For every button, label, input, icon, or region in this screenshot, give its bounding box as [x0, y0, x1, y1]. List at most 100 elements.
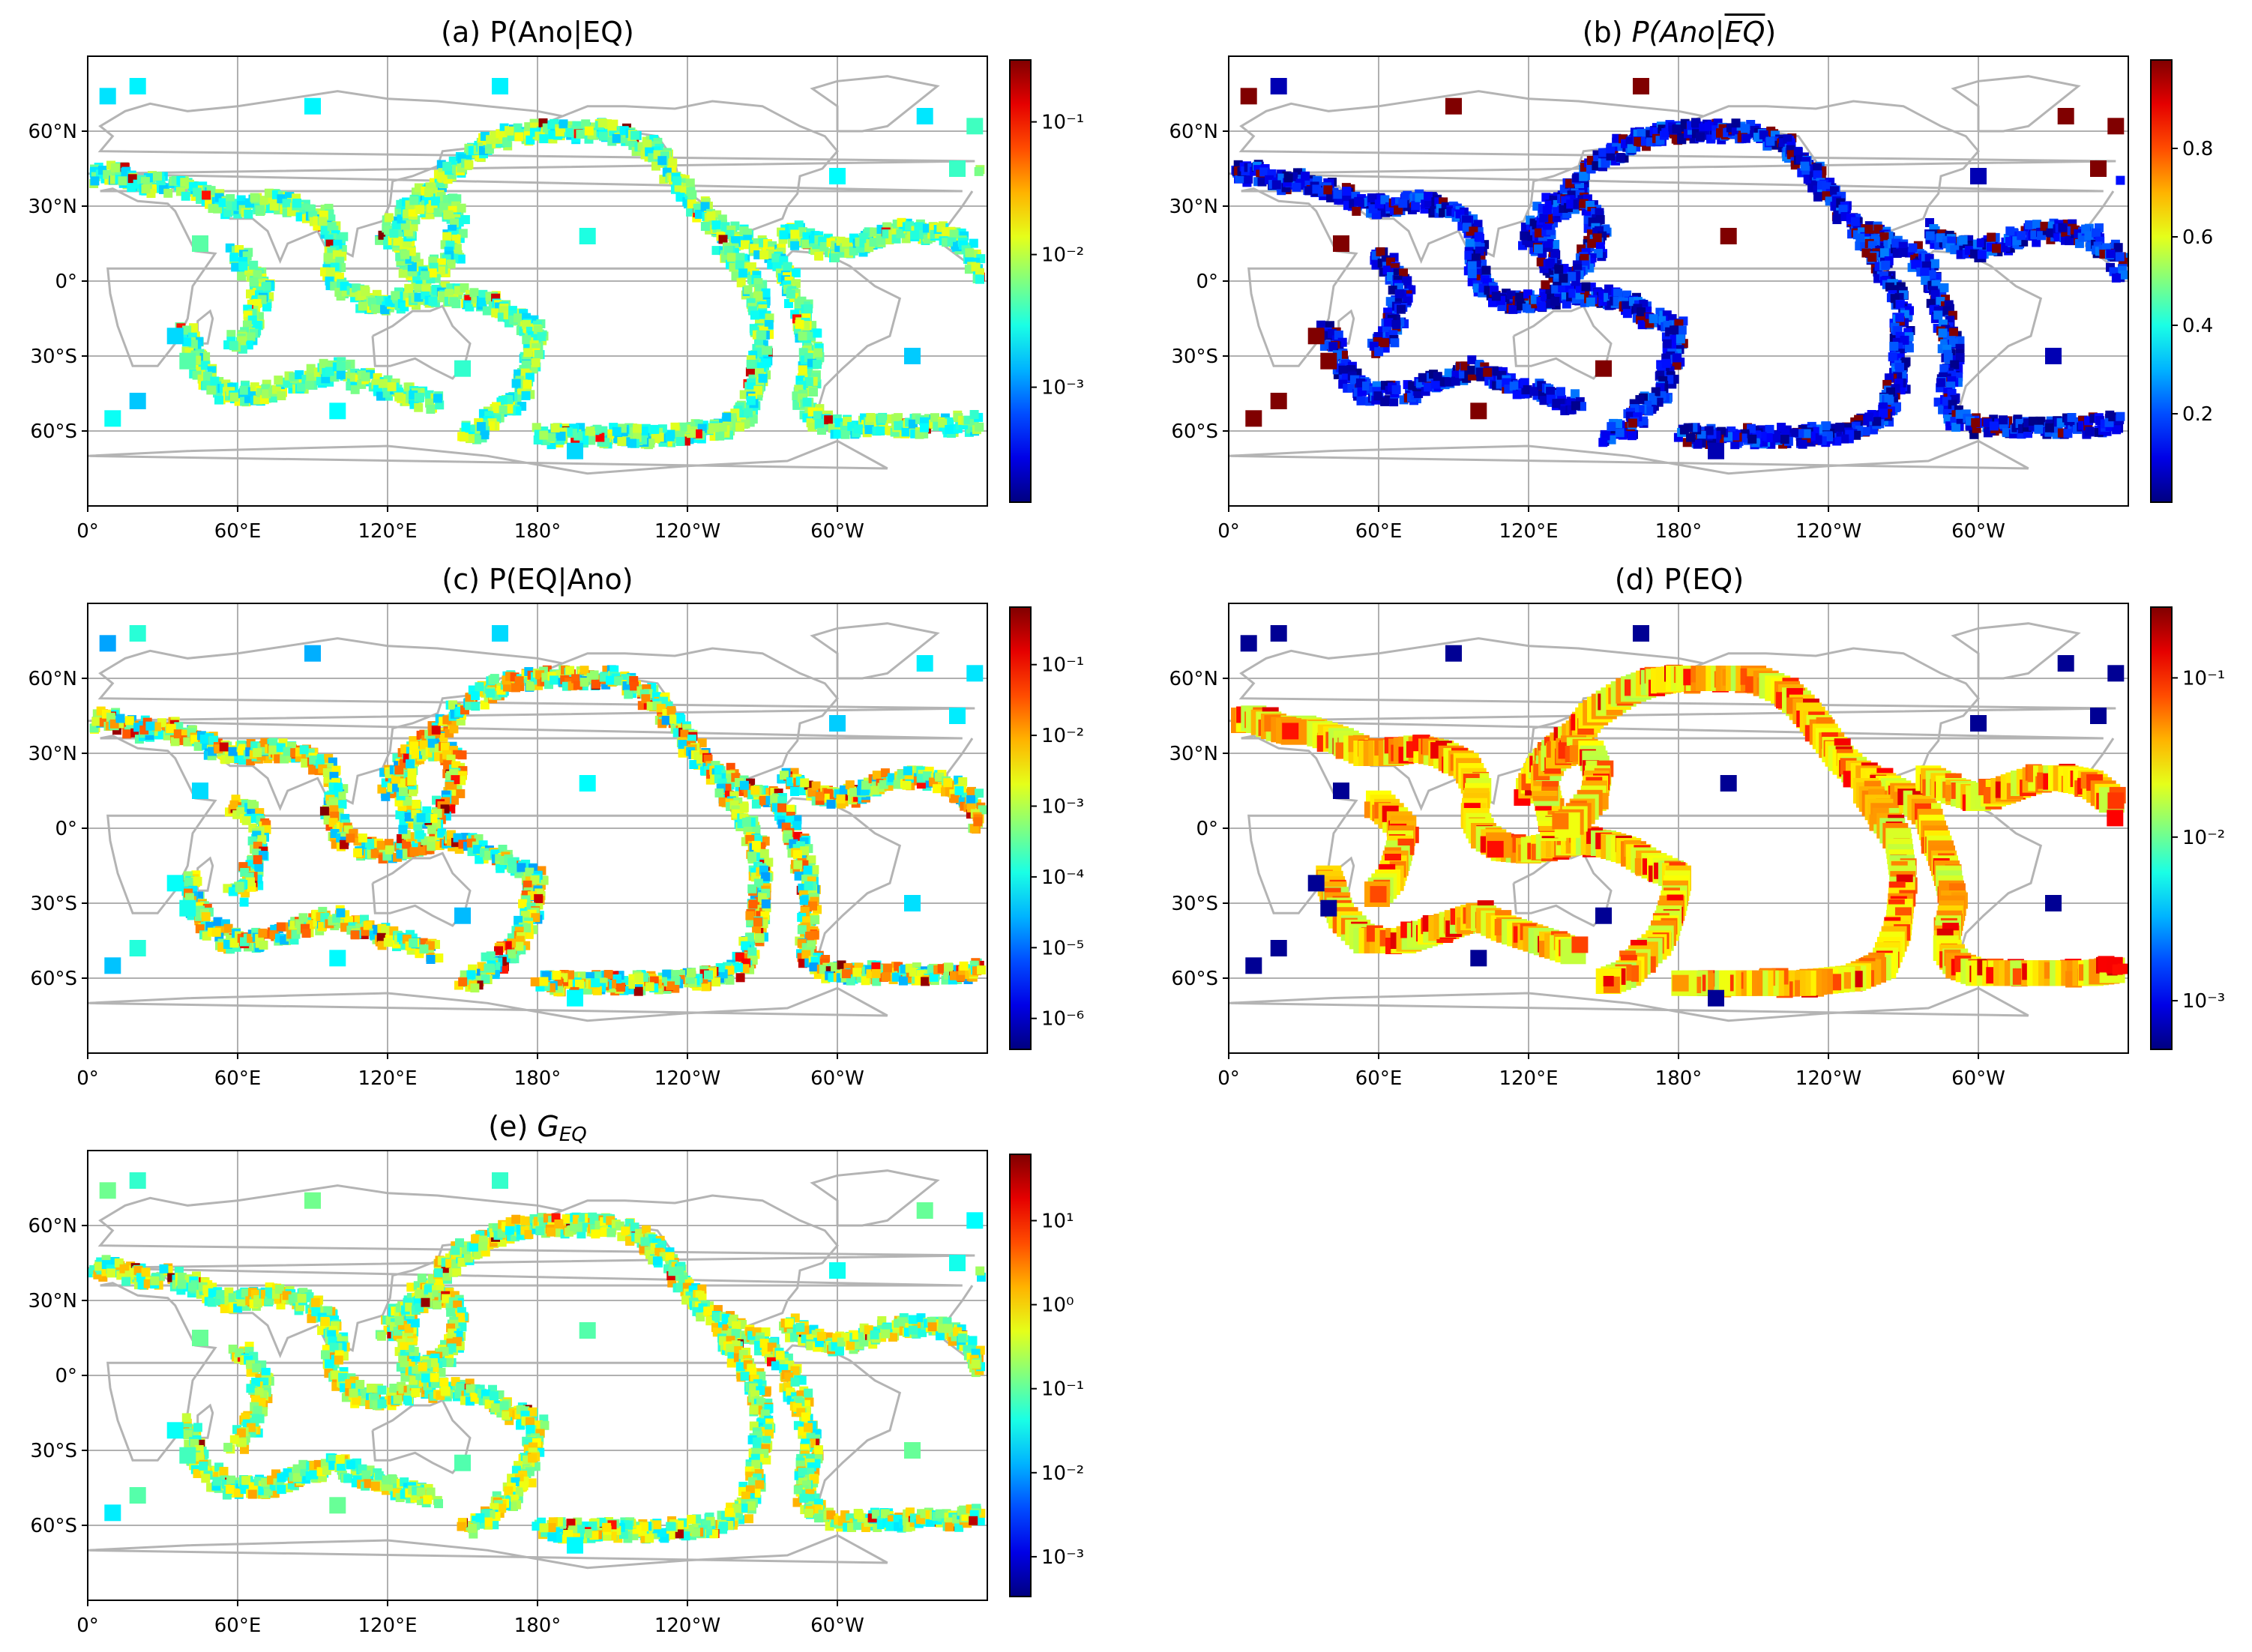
heatmap-cell [802, 397, 812, 407]
heatmap-cell [910, 230, 920, 240]
heatmap-cell [514, 132, 524, 142]
heatmap-cell [738, 268, 748, 278]
heatmap-cell [1908, 243, 1918, 253]
heatmap-cell [231, 262, 241, 272]
x-tick-label: 120°E [358, 520, 417, 543]
heatmap-cell [400, 250, 410, 259]
heatmap-cell [1349, 375, 1359, 385]
heatmap-cell [1550, 297, 1560, 306]
heatmap-cell [1955, 409, 1965, 419]
heatmap-cell [1244, 174, 1253, 184]
heatmap-cell [1586, 297, 1595, 307]
heatmap-cell [579, 228, 596, 244]
heatmap-cell [1904, 343, 1914, 353]
heatmap-cell [1367, 193, 1377, 202]
heatmap-cell [550, 423, 560, 432]
heatmap-cell [783, 262, 792, 271]
heatmap-cell [1741, 124, 1750, 133]
heatmap-cell [1950, 360, 1960, 370]
heatmap-cell [1976, 238, 1986, 248]
heatmap-cell [1598, 438, 1608, 447]
heatmap-cell [1391, 385, 1401, 394]
heatmap-cell [1338, 365, 1348, 375]
heatmap-cell [1832, 215, 1842, 224]
heatmap-cell [1475, 247, 1484, 256]
heatmap-cell [2032, 220, 2041, 229]
heatmap-cell [726, 253, 736, 262]
heatmap-cell [319, 358, 328, 368]
heatmap-cell [815, 418, 825, 428]
heatmap-cell [1601, 158, 1610, 168]
heatmap-cell [1840, 434, 1849, 444]
heatmap-cell [1512, 390, 1522, 400]
heatmap-cell [237, 271, 247, 281]
y-tick-label: 30°N [28, 196, 77, 218]
heatmap-cell [1939, 283, 1949, 292]
heatmap-cell [523, 348, 533, 358]
heatmap-cell [426, 405, 436, 414]
heatmap-cell [1813, 192, 1822, 202]
heatmap-cell [2017, 231, 2026, 241]
heatmap-cell [2002, 428, 2011, 438]
heatmap-cell [1257, 177, 1267, 187]
heatmap-cell [1467, 261, 1477, 271]
heatmap-cell [129, 78, 146, 94]
heatmap-cell [250, 382, 259, 392]
heatmap-cell [1800, 161, 1810, 171]
heatmap-cell [1380, 195, 1390, 205]
heatmap-cell [1539, 213, 1549, 223]
heatmap-cell [804, 377, 813, 387]
heatmap-cell [1333, 190, 1343, 199]
heatmap-cell [323, 253, 333, 262]
heatmap-cell [1891, 238, 1901, 248]
heatmap-cell [567, 442, 583, 459]
heatmap-cell [904, 348, 921, 364]
heatmap-cell [1971, 417, 1981, 427]
heatmap-cell [1704, 121, 1714, 131]
heatmap-cell [1424, 191, 1433, 201]
heatmap-cell [1830, 186, 1839, 196]
heatmap-cell [537, 332, 547, 342]
heatmap-cell [1587, 238, 1597, 248]
heatmap-cell [1628, 431, 1637, 441]
heatmap-cell [1895, 363, 1904, 372]
heatmap-cell [1431, 379, 1440, 389]
map-a: 0° 60°E 120°E 180° 120°W 60°W60°N30°N0°30°S60… [28, 55, 988, 543]
heatmap-cell [1730, 440, 1740, 450]
heatmap-cell [791, 268, 801, 278]
heatmap-cell [384, 213, 394, 223]
heatmap-cell [2115, 252, 2125, 262]
heatmap-cell [448, 193, 458, 203]
heatmap-cell [1424, 382, 1433, 392]
heatmap-cell [1615, 428, 1625, 438]
heatmap-cell [498, 406, 508, 414]
heatmap-cell [1898, 247, 1908, 257]
heatmap-cell [1613, 289, 1622, 298]
heatmap-cell [104, 410, 121, 427]
y-tick-label: 60°S [30, 420, 77, 443]
heatmap-cell [1867, 241, 1877, 250]
heatmap-cell [427, 204, 436, 214]
coastline [1951, 75, 2081, 133]
panel-b: (b) P(Ano|EQ) 0° 60°E 120°E 180° 120°W 60°W 60… [1141, 15, 2221, 555]
heatmap-cell [824, 415, 834, 425]
heatmap-cell [1389, 397, 1399, 407]
heatmap-cell [436, 266, 445, 276]
heatmap-cell [670, 422, 680, 432]
heatmap-cell [449, 297, 459, 307]
heatmap-cell [382, 388, 392, 398]
heatmap-cell [415, 393, 424, 403]
panel-a-title: (a) P(Ano|EQ) [441, 16, 634, 49]
heatmap-cell [1933, 310, 1943, 320]
heatmap-cell [813, 411, 822, 420]
heatmap-cell [539, 134, 549, 144]
heatmap-cell [1271, 180, 1281, 190]
heatmap-cell [804, 304, 813, 313]
heatmap-cell [367, 297, 377, 307]
colorbar-tick-label: 10⁻² [1041, 244, 1084, 267]
heatmap-cell [163, 188, 173, 198]
map-b: 0° 60°E 120°E 180° 120°W 60°W60°N30°N0°30°S60… [1169, 55, 2129, 543]
coastline [1337, 309, 1355, 345]
heatmap-cell [790, 241, 800, 250]
heatmap-cell [597, 118, 607, 127]
